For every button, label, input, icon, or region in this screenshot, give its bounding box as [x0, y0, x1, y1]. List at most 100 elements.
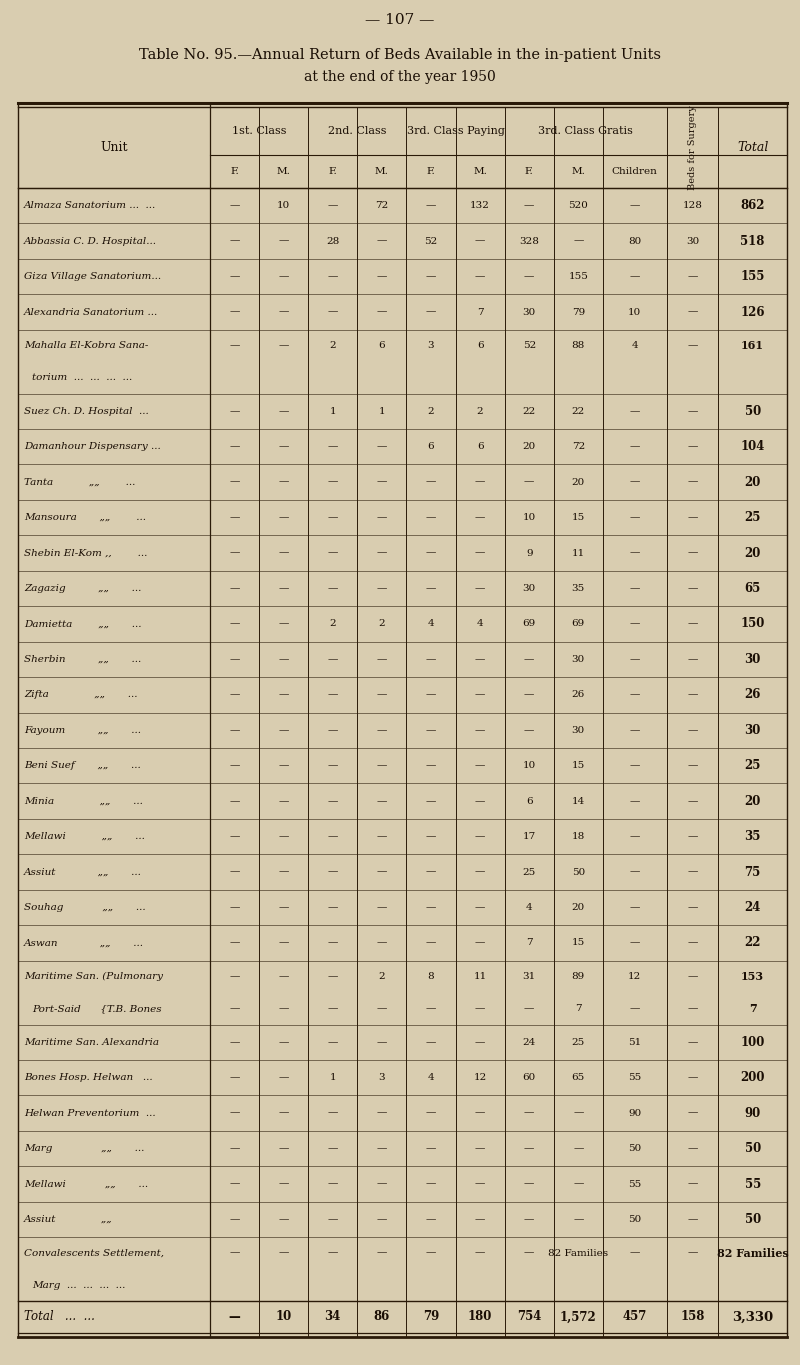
- Text: 69: 69: [522, 620, 536, 628]
- Text: —: —: [687, 726, 698, 734]
- Text: 20: 20: [745, 475, 761, 489]
- Text: —: —: [327, 201, 338, 210]
- Text: 3: 3: [428, 341, 434, 351]
- Text: —: —: [377, 1215, 387, 1224]
- Text: 25: 25: [745, 759, 761, 773]
- Text: —: —: [230, 868, 240, 876]
- Text: F.: F.: [230, 167, 239, 176]
- Text: 200: 200: [740, 1072, 765, 1084]
- Text: Total   ...  ...: Total ... ...: [24, 1310, 95, 1324]
- Text: —: —: [327, 655, 338, 663]
- Text: —: —: [327, 442, 338, 452]
- Text: —: —: [278, 236, 289, 246]
- Text: 30: 30: [522, 307, 536, 317]
- Text: —: —: [278, 939, 289, 947]
- Text: 82 Families: 82 Families: [548, 1249, 608, 1257]
- Text: —: —: [687, 341, 698, 351]
- Text: —: —: [475, 272, 486, 281]
- Text: 50: 50: [572, 868, 585, 876]
- Text: —: —: [278, 797, 289, 805]
- Text: 89: 89: [572, 972, 585, 981]
- Text: —: —: [475, 726, 486, 734]
- Text: —: —: [327, 478, 338, 487]
- Text: Children: Children: [612, 167, 658, 176]
- Text: 86: 86: [374, 1310, 390, 1324]
- Text: 328: 328: [519, 236, 539, 246]
- Text: —: —: [687, 513, 698, 523]
- Text: 22: 22: [522, 407, 536, 416]
- Text: —: —: [475, 797, 486, 805]
- Text: —: —: [687, 549, 698, 557]
- Text: —: —: [327, 833, 338, 841]
- Text: —: —: [687, 972, 698, 981]
- Text: —: —: [278, 341, 289, 351]
- Text: Fayoum          „„       ...: Fayoum „„ ...: [24, 726, 141, 734]
- Text: Unit: Unit: [100, 141, 128, 154]
- Text: Abbassia C. D. Hospital...: Abbassia C. D. Hospital...: [24, 236, 157, 246]
- Text: 518: 518: [741, 235, 765, 247]
- Text: 52: 52: [522, 341, 536, 351]
- Text: 3,330: 3,330: [732, 1310, 773, 1324]
- Text: —: —: [377, 1249, 387, 1257]
- Text: —: —: [327, 762, 338, 770]
- Text: —: —: [524, 272, 534, 281]
- Text: —: —: [687, 655, 698, 663]
- Text: —: —: [230, 1037, 240, 1047]
- Text: —: —: [377, 307, 387, 317]
- Text: —: —: [630, 726, 640, 734]
- Text: —: —: [426, 1179, 436, 1189]
- Text: Marg               „„       ...: Marg „„ ...: [24, 1144, 144, 1153]
- Text: 50: 50: [628, 1215, 642, 1224]
- Text: —: —: [230, 1073, 240, 1082]
- Text: —: —: [426, 655, 436, 663]
- Text: —: —: [524, 1144, 534, 1153]
- Text: —: —: [377, 1005, 387, 1013]
- Text: 72: 72: [375, 201, 389, 210]
- Text: 520: 520: [568, 201, 588, 210]
- Text: —: —: [377, 726, 387, 734]
- Text: 55: 55: [745, 1178, 761, 1190]
- Text: 3: 3: [378, 1073, 385, 1082]
- Text: —: —: [475, 1108, 486, 1118]
- Text: 82 Families: 82 Families: [717, 1248, 789, 1259]
- Text: 20: 20: [745, 794, 761, 808]
- Text: —: —: [278, 1215, 289, 1224]
- Text: Maritime San. Alexandria: Maritime San. Alexandria: [24, 1037, 159, 1047]
- Text: 4: 4: [631, 341, 638, 351]
- Text: 50: 50: [745, 1143, 761, 1155]
- Text: —: —: [278, 272, 289, 281]
- Text: —: —: [327, 972, 338, 981]
- Text: Suez Ch. D. Hospital  ...: Suez Ch. D. Hospital ...: [24, 407, 149, 416]
- Text: —: —: [377, 272, 387, 281]
- Text: 50: 50: [745, 1213, 761, 1226]
- Text: —: —: [687, 1108, 698, 1118]
- Text: —: —: [278, 1144, 289, 1153]
- Text: 158: 158: [680, 1310, 705, 1324]
- Text: Assiut             „„       ...: Assiut „„ ...: [24, 868, 142, 876]
- Text: —: —: [524, 1179, 534, 1189]
- Text: —: —: [278, 442, 289, 452]
- Text: —: —: [377, 904, 387, 912]
- Text: torium  ...  ...  ...  ...: torium ... ... ... ...: [32, 373, 132, 382]
- Text: —: —: [377, 833, 387, 841]
- Text: 1: 1: [378, 407, 385, 416]
- Text: —: —: [230, 1249, 240, 1257]
- Text: 4: 4: [477, 620, 483, 628]
- Text: —: —: [687, 307, 698, 317]
- Text: —: —: [573, 1215, 583, 1224]
- Text: —: —: [230, 797, 240, 805]
- Text: —: —: [426, 1215, 436, 1224]
- Text: at the end of the year 1950: at the end of the year 1950: [304, 70, 496, 85]
- Text: 30: 30: [522, 584, 536, 592]
- Text: —: —: [426, 904, 436, 912]
- Text: 15: 15: [572, 939, 585, 947]
- Text: Shebin El-Kom ,,        ...: Shebin El-Kom ,, ...: [24, 549, 147, 557]
- Text: 2: 2: [477, 407, 483, 416]
- Text: —: —: [630, 442, 640, 452]
- Text: 4: 4: [428, 620, 434, 628]
- Text: —: —: [475, 655, 486, 663]
- Text: —: —: [327, 797, 338, 805]
- Text: Helwan Preventorium  ...: Helwan Preventorium ...: [24, 1108, 156, 1118]
- Text: 4: 4: [428, 1073, 434, 1082]
- Text: 128: 128: [682, 201, 702, 210]
